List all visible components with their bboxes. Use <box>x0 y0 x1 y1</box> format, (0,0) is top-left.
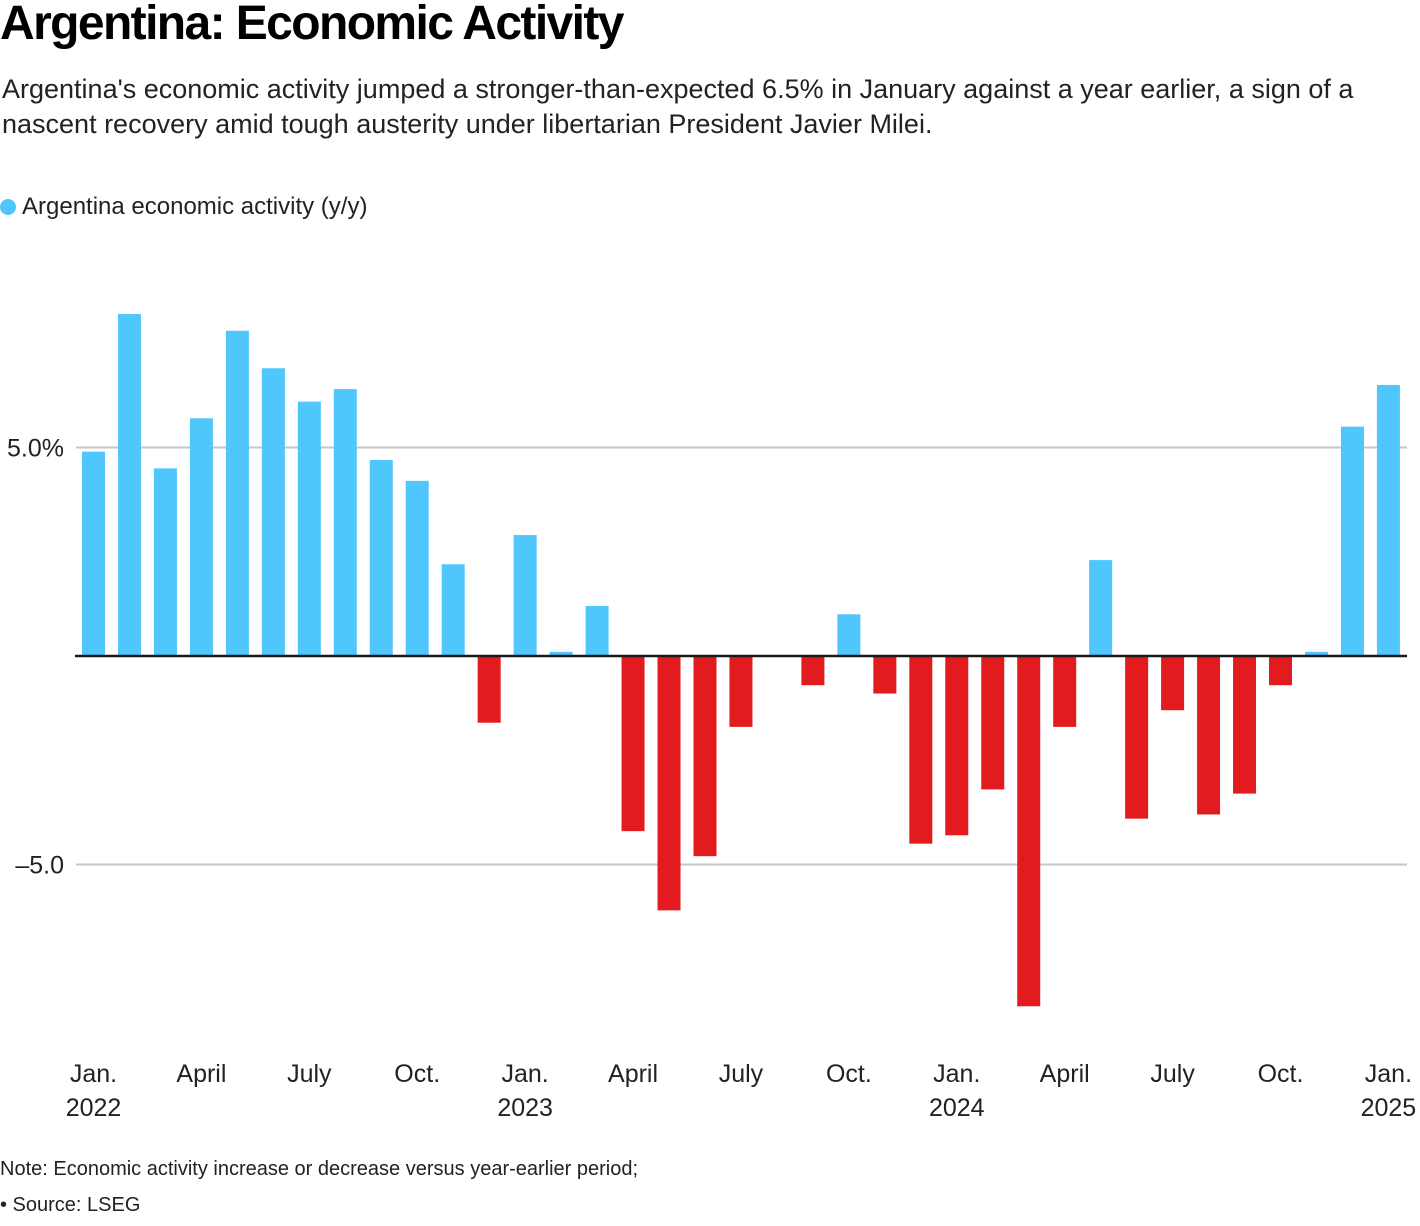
bar-2024-12 <box>1340 426 1364 656</box>
bar-2024-08 <box>1197 656 1221 815</box>
x-tick-year-label: 2024 <box>929 1094 985 1122</box>
chart-title: Argentina: Economic Activity <box>0 0 624 50</box>
bar-2023-07 <box>729 656 753 727</box>
bar-2022-11 <box>441 564 465 656</box>
x-tick-year-label: 2023 <box>497 1094 553 1122</box>
bar-2024-07 <box>1161 656 1185 711</box>
bar-2022-07 <box>297 401 321 656</box>
bar-2024-04 <box>1053 656 1077 727</box>
x-tick-label: Oct. <box>826 1060 872 1088</box>
y-axis-labels: 5.0% –5.0 <box>7 435 64 880</box>
x-tick-label: Jan. <box>1365 1060 1412 1088</box>
x-tick-label: Jan. <box>933 1060 980 1088</box>
x-tick-label: Oct. <box>1258 1060 1304 1088</box>
bar-2023-09 <box>801 656 825 686</box>
x-tick-label: July <box>1150 1060 1195 1088</box>
bar-2023-04 <box>621 656 645 832</box>
bar-2024-09 <box>1233 656 1257 794</box>
y-tick-label: –5.0 <box>15 852 64 880</box>
legend-label: Argentina economic activity (y/y) <box>22 193 368 220</box>
x-tick-label: April <box>176 1060 226 1088</box>
legend: Argentina economic activity (y/y) <box>0 193 367 221</box>
bar-2022-10 <box>405 480 429 656</box>
x-tick-label: July <box>287 1060 332 1088</box>
bar-2024-05 <box>1089 560 1113 656</box>
chart-subtitle: Argentina's economic activity jumped a s… <box>2 74 1354 139</box>
bar-2023-01 <box>513 535 537 656</box>
bar-2024-06 <box>1125 656 1149 819</box>
bar-2023-11 <box>873 656 897 694</box>
bar-2024-10 <box>1269 656 1293 686</box>
x-tick-label: Jan. <box>502 1060 549 1088</box>
bar-2022-06 <box>261 368 285 656</box>
bar-2022-04 <box>189 418 213 656</box>
bar-2023-06 <box>693 656 717 857</box>
x-tick-year-label: 2022 <box>66 1094 122 1122</box>
bar-2022-09 <box>369 460 393 656</box>
x-axis-labels: Jan. 2022 April July Oct. Jan. 2023 April July Oc… <box>66 1060 1417 1122</box>
bar-2022-01 <box>82 451 105 656</box>
bar-2024-01 <box>945 656 969 836</box>
bar-2022-03 <box>153 468 177 656</box>
bar-2024-03 <box>1017 656 1041 1007</box>
bar-2022-08 <box>333 389 357 656</box>
bar-2024-11 <box>1304 651 1328 656</box>
bar-2025-01 <box>1376 384 1400 656</box>
bars <box>82 314 1400 1007</box>
bar-2023-05 <box>657 656 681 911</box>
legend-swatch <box>0 199 16 215</box>
bar-2023-12 <box>909 656 933 844</box>
x-tick-label: Oct. <box>394 1060 440 1088</box>
y-tick-label: 5.0% <box>7 435 64 463</box>
bar-2022-02 <box>117 314 141 656</box>
bar-2023-03 <box>585 605 609 656</box>
bar-2022-12 <box>477 656 501 723</box>
x-tick-label: July <box>719 1060 764 1088</box>
bar-2022-05 <box>225 330 249 656</box>
x-tick-label: April <box>1040 1060 1090 1088</box>
source-line: • Source: LSEG <box>0 1194 141 1216</box>
bar-2024-02 <box>981 656 1005 790</box>
bar-2023-10 <box>837 614 861 656</box>
footnote: Note: Economic activity increase or decr… <box>0 1158 639 1180</box>
x-tick-year-label: 2025 <box>1361 1094 1417 1122</box>
x-tick-label: Jan. <box>70 1060 117 1088</box>
bar-2023-02 <box>549 651 573 656</box>
x-tick-label: April <box>608 1060 658 1088</box>
